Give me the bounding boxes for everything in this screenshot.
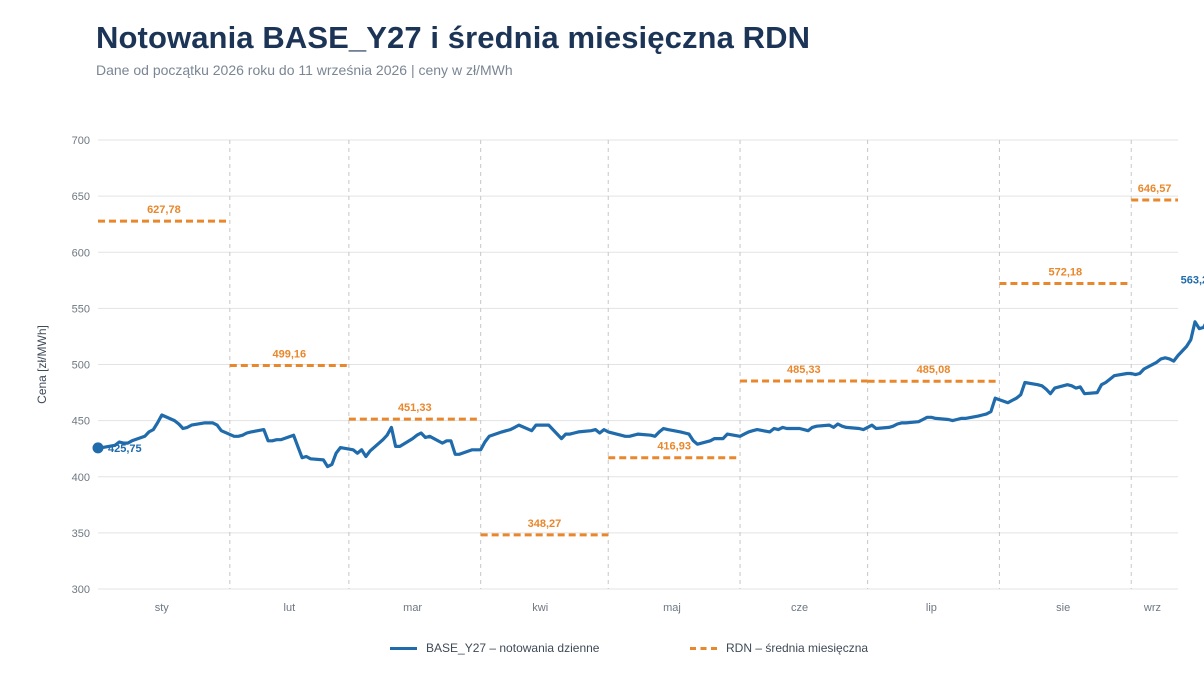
rdn-value-label: 646,57 <box>1138 183 1172 195</box>
rdn-value-label: 627,78 <box>147 204 181 216</box>
legend-item-base: BASE_Y27 – notowania dzienne <box>390 641 599 655</box>
legend-label-rdn: RDN – średnia miesięczna <box>726 641 869 655</box>
y-tick-label: 500 <box>72 360 90 372</box>
x-tick-label: mar <box>403 602 422 614</box>
rdn-value-label: 451,33 <box>398 402 432 414</box>
legend-swatch-base <box>390 646 417 650</box>
rdn-value-label: 499,16 <box>273 348 307 360</box>
y-tick-label: 550 <box>72 303 90 315</box>
y-tick-label: 650 <box>72 191 90 203</box>
base-end-label: 563,20 <box>1181 275 1204 287</box>
x-tick-label: kwi <box>532 602 548 614</box>
x-tick-label: lut <box>284 602 296 614</box>
x-tick-label: wrz <box>1143 602 1161 614</box>
x-tick-label: cze <box>791 602 808 614</box>
y-tick-label: 450 <box>72 416 90 428</box>
base-series-line <box>96 320 1204 469</box>
y-tick-label: 600 <box>72 247 90 259</box>
base-start-label: 425,75 <box>108 443 142 455</box>
legend-swatch-rdn <box>690 646 717 650</box>
rdn-value-label: 348,27 <box>528 518 562 530</box>
y-tick-label: 400 <box>72 472 90 484</box>
x-tick-label: lip <box>926 602 937 614</box>
y-tick-label: 300 <box>72 584 90 596</box>
chart-title: Notowania BASE_Y27 i średnia miesięczna … <box>96 20 811 55</box>
y-axis-title: Cena [zł/MWh] <box>35 325 49 404</box>
y-tick-label: 350 <box>72 528 90 540</box>
x-tick-label: maj <box>663 602 681 614</box>
base-start-point <box>92 442 104 454</box>
rdn-value-label: 572,18 <box>1048 266 1082 278</box>
chart-plot: 300 350 400 450 500 550 600 650 700 Cena [zł/MWh]… <box>35 135 1204 614</box>
rdn-value-label: 485,08 <box>917 364 951 376</box>
x-tick-label: sty <box>155 602 170 614</box>
x-tick-label: sie <box>1056 602 1070 614</box>
y-tick-label: 700 <box>72 135 90 147</box>
legend-label-base: BASE_Y27 – notowania dzienne <box>426 641 600 655</box>
rdn-value-label: 416,93 <box>657 441 691 453</box>
legend-item-rdn: RDN – średnia miesięczna <box>690 641 868 655</box>
rdn-value-label: 485,33 <box>787 364 821 376</box>
chart-subtitle: Dane od początku 2026 roku do 11 wrześni… <box>96 62 513 78</box>
